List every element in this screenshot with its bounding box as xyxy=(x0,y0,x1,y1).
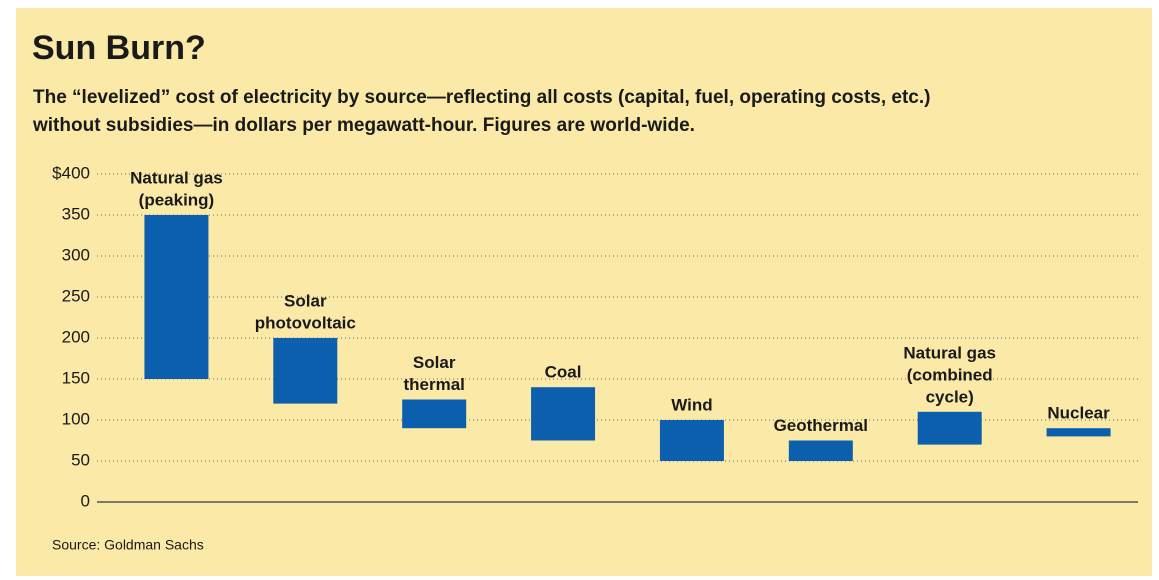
category-label: Natural gas xyxy=(903,343,996,362)
category-label: Nuclear xyxy=(1047,404,1110,423)
y-tick-label: 100 xyxy=(62,409,90,428)
bar xyxy=(273,338,338,404)
category-label: thermal xyxy=(403,375,464,394)
y-tick-label: $400 xyxy=(52,163,90,182)
y-tick-label: 0 xyxy=(81,491,90,510)
chart-subtitle: The “levelized” cost of electricity by s… xyxy=(33,87,930,108)
source-note: Source: Goldman Sachs xyxy=(52,537,204,553)
bar xyxy=(659,420,724,461)
category-label: Coal xyxy=(545,363,582,382)
chart-subtitle: without subsidies—in dollars per megawat… xyxy=(32,115,695,136)
y-tick-label: 300 xyxy=(62,245,90,264)
y-tick-label: 150 xyxy=(62,368,90,387)
y-tick-label: 50 xyxy=(71,450,90,469)
category-label: (peaking) xyxy=(139,190,215,209)
y-tick-label: 250 xyxy=(62,286,90,305)
category-label: Wind xyxy=(671,395,712,414)
bar xyxy=(144,215,209,379)
bar xyxy=(531,387,596,441)
y-tick-label: 350 xyxy=(62,204,90,223)
chart-title: Sun Burn? xyxy=(32,29,206,67)
category-label: photovoltaic xyxy=(255,313,356,332)
category-label: cycle) xyxy=(926,387,974,406)
category-label: Geothermal xyxy=(774,416,868,435)
bar xyxy=(1046,428,1111,437)
bar xyxy=(402,399,467,429)
bar xyxy=(917,411,982,445)
category-label: (combined xyxy=(907,365,993,384)
y-tick-label: 200 xyxy=(62,327,90,346)
category-label: Solar xyxy=(284,291,327,310)
category-label: Natural gas xyxy=(130,168,223,187)
category-label: Solar xyxy=(413,353,456,372)
bar xyxy=(788,440,853,461)
